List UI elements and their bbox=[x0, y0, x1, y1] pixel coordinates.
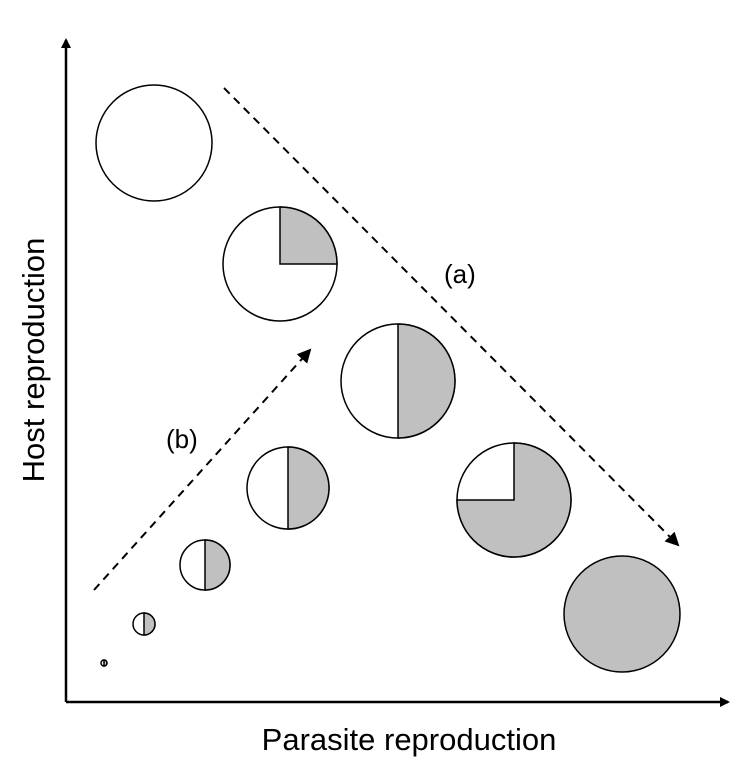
y-axis-label: Host reproduction bbox=[16, 238, 51, 483]
circle-b2-parasite-sector bbox=[143, 612, 156, 636]
pie-circles bbox=[95, 84, 681, 673]
arrow-b bbox=[93, 348, 312, 591]
arrow-a bbox=[223, 87, 680, 547]
circle-b3 bbox=[100, 659, 108, 667]
circle-a2-parasite-sector bbox=[397, 323, 456, 439]
circle-a4 bbox=[563, 555, 681, 673]
circle-b0-parasite-sector bbox=[287, 446, 330, 530]
circle-a1-parasite-sector bbox=[279, 206, 338, 265]
circle-b1 bbox=[179, 539, 231, 591]
circle-b1-parasite-sector bbox=[204, 539, 231, 591]
circle-b2 bbox=[132, 612, 156, 636]
circle-a2 bbox=[340, 323, 456, 439]
circle-a3-parasite-sector bbox=[456, 442, 572, 558]
circle-a0-outline bbox=[95, 84, 213, 202]
circle-a4-outline bbox=[563, 555, 681, 673]
annotation-a: (a) bbox=[444, 259, 476, 289]
circle-a1 bbox=[222, 206, 338, 322]
circle-a0 bbox=[95, 84, 213, 202]
annotation-b: (b) bbox=[166, 424, 198, 454]
x-axis-label: Parasite reproduction bbox=[262, 722, 557, 757]
circle-b3-parasite-sector bbox=[103, 659, 108, 667]
circle-b0 bbox=[246, 446, 330, 530]
circle-a3 bbox=[456, 442, 572, 558]
